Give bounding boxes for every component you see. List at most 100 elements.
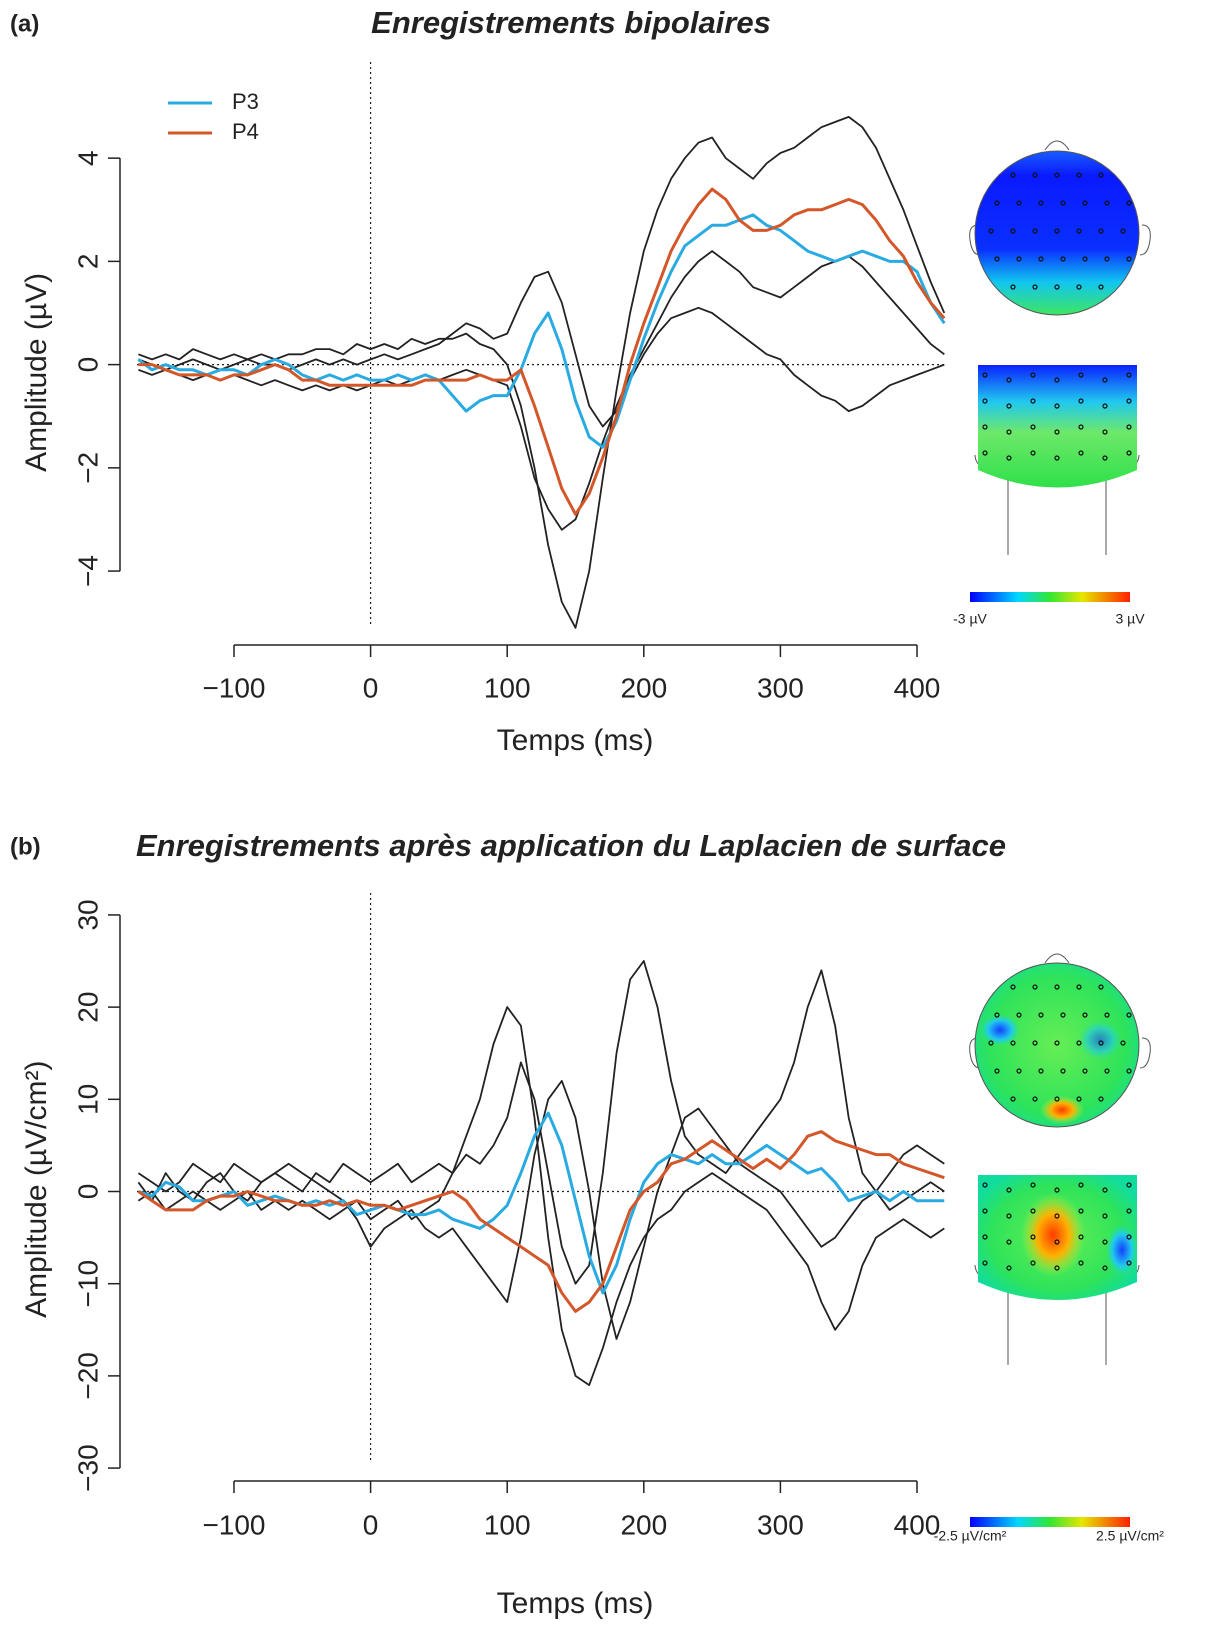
electrode: [1030, 1260, 1036, 1266]
electrode: [988, 228, 994, 234]
electrode: [1104, 1068, 1110, 1074]
electrode: [1076, 1040, 1082, 1046]
electrode: [1006, 403, 1012, 409]
electrode: [1016, 256, 1022, 262]
topographic-maps: [969, 140, 1151, 1365]
electrode: [1060, 256, 1066, 262]
x-tick-label: 100: [484, 1509, 531, 1540]
electrode: [1102, 1265, 1108, 1271]
x-tick-label: 0: [363, 1509, 379, 1540]
y-tick-label: 30: [72, 899, 103, 930]
electrode: [1098, 284, 1104, 290]
electrode: [1126, 200, 1132, 206]
electrode: [1078, 1208, 1084, 1214]
electrode: [982, 424, 988, 430]
electrode: [1126, 1012, 1132, 1018]
electrode: [1010, 284, 1016, 290]
y-tick-label: 2: [72, 254, 103, 270]
electrode: [1030, 1234, 1036, 1240]
series-line: [137, 1111, 945, 1295]
electrode: [1078, 450, 1084, 456]
electrode: [1032, 284, 1038, 290]
electrode: [1078, 372, 1084, 378]
electrode: [1082, 200, 1088, 206]
electrode: [1054, 284, 1060, 290]
electrode: [1098, 984, 1104, 990]
electrode: [1010, 1096, 1016, 1102]
electrode: [1102, 455, 1108, 461]
y-tick-label: −20: [72, 1352, 103, 1400]
electrode: [1102, 1213, 1108, 1219]
electrode: [994, 1068, 1000, 1074]
electrode: [1054, 1265, 1060, 1271]
electrode: [1126, 424, 1132, 430]
electrode: [1098, 172, 1104, 178]
electrode: [1030, 450, 1036, 456]
electrode: [994, 256, 1000, 262]
y-tick-label: 0: [72, 1184, 103, 1200]
electrode: [988, 1040, 994, 1046]
x-axis-label: Temps (ms): [497, 1587, 654, 1620]
x-tick-label: −100: [202, 672, 265, 703]
electrode: [982, 398, 988, 404]
electrode: [1060, 200, 1066, 206]
electrode: [1038, 1068, 1044, 1074]
electrode: [1006, 455, 1012, 461]
electrode: [1126, 1260, 1132, 1266]
electrode: [1016, 1068, 1022, 1074]
y-tick-label: −2: [72, 452, 103, 484]
electrode: [1010, 984, 1016, 990]
electrode: [1098, 1096, 1104, 1102]
electrode-trace: [137, 1006, 945, 1386]
electrode: [1054, 228, 1060, 234]
electrode: [1076, 284, 1082, 290]
electrode: [994, 200, 1000, 206]
electrode: [1098, 228, 1104, 234]
electrode: [1006, 1239, 1012, 1245]
series-line: [137, 213, 946, 449]
x-tick-label: −100: [202, 1509, 265, 1540]
electrode: [1078, 1260, 1084, 1266]
electrode: [1078, 398, 1084, 404]
chart-title: Enregistrements bipolaires: [371, 5, 771, 40]
y-tick-label: 10: [72, 1084, 103, 1115]
electrode: [1054, 1213, 1060, 1219]
x-tick-label: 400: [894, 1509, 941, 1540]
electrode: [1076, 172, 1082, 178]
legend-label: P4: [232, 119, 259, 144]
electrode: [1032, 172, 1038, 178]
chart-title: Enregistrements après application du Lap…: [136, 828, 1006, 863]
electrode: [1104, 200, 1110, 206]
y-tick-label: −10: [72, 1260, 103, 1308]
colorbar-label: 2.5 µV/cm²: [1096, 1528, 1164, 1544]
electrode: [1010, 1040, 1016, 1046]
electrode: [1102, 403, 1108, 409]
electrode: [1006, 377, 1012, 383]
colorbar: [970, 1517, 1130, 1527]
y-tick-label: 20: [72, 992, 103, 1023]
electrode: [1032, 984, 1038, 990]
electrode: [1082, 1068, 1088, 1074]
electrode: [1054, 1239, 1060, 1245]
x-tick-label: 300: [757, 672, 804, 703]
electrode: [1030, 372, 1036, 378]
electrode: [1126, 450, 1132, 456]
electrode: [1038, 256, 1044, 262]
electrode: [1010, 172, 1016, 178]
electrode: [1054, 984, 1060, 990]
x-tick-label: 400: [894, 672, 941, 703]
electrode: [1102, 377, 1108, 383]
electrode-trace: [138, 270, 945, 428]
electrode: [1054, 1040, 1060, 1046]
x-tick-label: 200: [620, 1509, 667, 1540]
electrode: [982, 1260, 988, 1266]
electrode: [1054, 172, 1060, 178]
electrode: [1102, 1187, 1108, 1193]
electrode: [982, 450, 988, 456]
y-axis-label: Amplitude (µV/cm²): [20, 1061, 53, 1318]
electrode: [1054, 403, 1060, 409]
electrode: [1006, 429, 1012, 435]
x-tick-label: 200: [620, 672, 667, 703]
electrode: [1030, 1208, 1036, 1214]
